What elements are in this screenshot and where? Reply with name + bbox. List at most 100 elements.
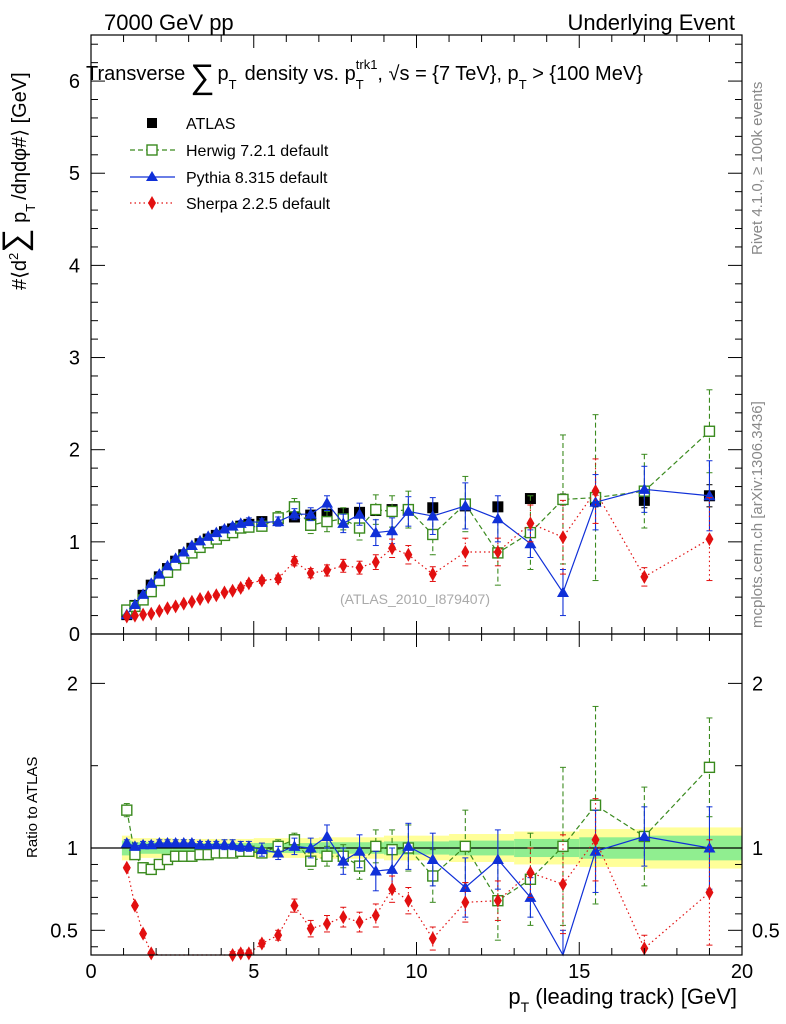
- main-point-sherpa: [306, 566, 315, 581]
- ratio-point-pythia: [272, 846, 285, 858]
- main-point-sherpa: [526, 516, 535, 531]
- main-point-sherpa: [493, 544, 502, 559]
- ratio-point-pythia: [459, 881, 472, 893]
- ratio-point-pythia: [161, 837, 174, 848]
- main-point-pythia: [426, 510, 439, 521]
- x-axis-title: pT (leading track) [GeV]: [508, 984, 737, 1015]
- ratio-point-pythia: [255, 843, 268, 855]
- main-point-pythia: [556, 586, 569, 598]
- ratio-point-sherpa: [461, 895, 470, 910]
- main-point-pythia: [218, 522, 231, 534]
- main-series-herwig: [121, 389, 716, 616]
- ratio-point-pythia: [386, 863, 399, 874]
- main-point-sherpa: [558, 530, 567, 545]
- ratio-y-tick-label-left: 0.5: [50, 920, 78, 942]
- main-point-sherpa: [404, 547, 413, 562]
- main-point-pythia: [304, 508, 317, 519]
- main-point-pythia: [194, 534, 207, 546]
- main-point-pythia: [226, 520, 239, 531]
- main-point-pythia: [255, 516, 268, 527]
- ratio-point-pythia: [185, 837, 198, 848]
- ratio-point-herwig: [370, 840, 382, 853]
- main-point-herwig: [557, 493, 569, 506]
- legend-entry-sherpa: Sherpa 2.2.5 default: [130, 196, 331, 213]
- ratio-point-sherpa: [404, 893, 413, 908]
- main-point-pythia: [386, 524, 399, 536]
- ratio-point-pythia: [589, 845, 602, 856]
- main-point-pythia: [272, 515, 285, 527]
- main-point-pythia: [242, 515, 255, 527]
- ratio-point-pythia: [210, 838, 223, 850]
- main-point-herwig: [386, 505, 398, 518]
- ratio-series-sherpa: [122, 798, 714, 962]
- ratio-point-pythia: [120, 837, 133, 848]
- main-point-pythia: [459, 499, 472, 511]
- main-point-pythia: [369, 526, 382, 538]
- main-point-sherpa: [187, 594, 196, 609]
- x-tick-label: 0: [85, 961, 96, 983]
- main-point-sherpa: [274, 571, 283, 586]
- legend-entry-pythia: Pythia 8.315 default: [130, 170, 328, 187]
- main-point-herwig: [305, 519, 317, 531]
- ratio-point-sherpa: [526, 865, 535, 880]
- legend-label-herwig: Herwig 7.2.1 default: [186, 143, 329, 160]
- ratio-point-sherpa: [388, 882, 397, 897]
- ratio-y-tick-label-right: 2: [752, 673, 763, 695]
- ratio-point-sherpa: [355, 915, 364, 930]
- plot-title: Transverse ∑ pT density vs. pTtrk1, √s = {7…: [86, 57, 643, 96]
- ratio-point-pythia: [491, 853, 504, 865]
- main-point-sherpa: [212, 588, 221, 603]
- main-point-sherpa: [371, 555, 380, 570]
- ratio-y-axis-title: Ratio to ATLAS: [24, 757, 41, 858]
- main-point-sherpa: [147, 606, 156, 621]
- main-y-axis-title: #⟨d2∑ pT/dηdφ#⟩ [GeV]: [0, 72, 38, 290]
- x-tick-label: 10: [405, 961, 427, 983]
- main-line-sherpa: [126, 490, 710, 618]
- legend-label-sherpa: Sherpa 2.2.5 default: [186, 196, 331, 213]
- x-tick-label: 5: [248, 961, 259, 983]
- legend-marker-pythia: [146, 171, 158, 181]
- ratio-point-herwig: [459, 840, 472, 853]
- main-point-sherpa: [244, 576, 253, 591]
- ratio-point-sherpa: [322, 916, 331, 931]
- main-point-pythia: [337, 517, 350, 528]
- legend-marker-sherpa: [148, 196, 156, 210]
- ratio-point-pythia: [337, 855, 350, 866]
- main-point-pythia: [402, 505, 415, 516]
- main-point-herwig: [321, 515, 333, 528]
- main-point-sherpa: [705, 532, 714, 547]
- main-point-sherpa: [591, 484, 600, 499]
- main-point-sherpa: [171, 599, 180, 614]
- main-point-sherpa: [155, 603, 164, 618]
- ratio-point-pythia: [194, 838, 207, 850]
- main-point-pythia: [589, 496, 602, 507]
- ratio-point-pythia: [638, 830, 651, 841]
- main-point-sherpa: [355, 560, 364, 575]
- ratio-point-sherpa: [558, 877, 567, 892]
- main-y-tick-label: 5: [69, 163, 80, 185]
- main-point-pythia: [137, 588, 150, 599]
- ratio-point-pythia: [242, 840, 255, 851]
- main-point-sherpa: [322, 563, 331, 578]
- legend-label-pythia: Pythia 8.315 default: [186, 170, 328, 187]
- ratio-point-sherpa: [236, 946, 245, 961]
- ratio-point-sherpa: [428, 931, 437, 946]
- ratio-point-pythia: [524, 891, 537, 902]
- x-tick-label: 15: [568, 961, 590, 983]
- ratio-point-pythia: [177, 837, 190, 848]
- legend-entry-atlas: ATLAS: [147, 116, 236, 133]
- ratio-point-pythia: [703, 842, 716, 853]
- ratio-point-herwig: [121, 804, 133, 816]
- main-series-pythia: [120, 460, 716, 620]
- ratio-point-pythia: [153, 837, 166, 848]
- ratio-point-pythia: [202, 838, 215, 850]
- ratio-point-sherpa: [244, 946, 253, 961]
- ratio-panel-frame: [90, 633, 743, 956]
- main-point-sherpa: [204, 590, 213, 605]
- main-point-sherpa: [461, 544, 470, 559]
- main-point-sherpa: [236, 580, 245, 595]
- x-tick-label: 20: [731, 961, 753, 983]
- ratio-point-herwig: [321, 850, 333, 862]
- rivet-version-label: Rivet 4.1.0, ≥ 100k events: [749, 82, 766, 255]
- ratio-line-sherpa: [126, 838, 710, 956]
